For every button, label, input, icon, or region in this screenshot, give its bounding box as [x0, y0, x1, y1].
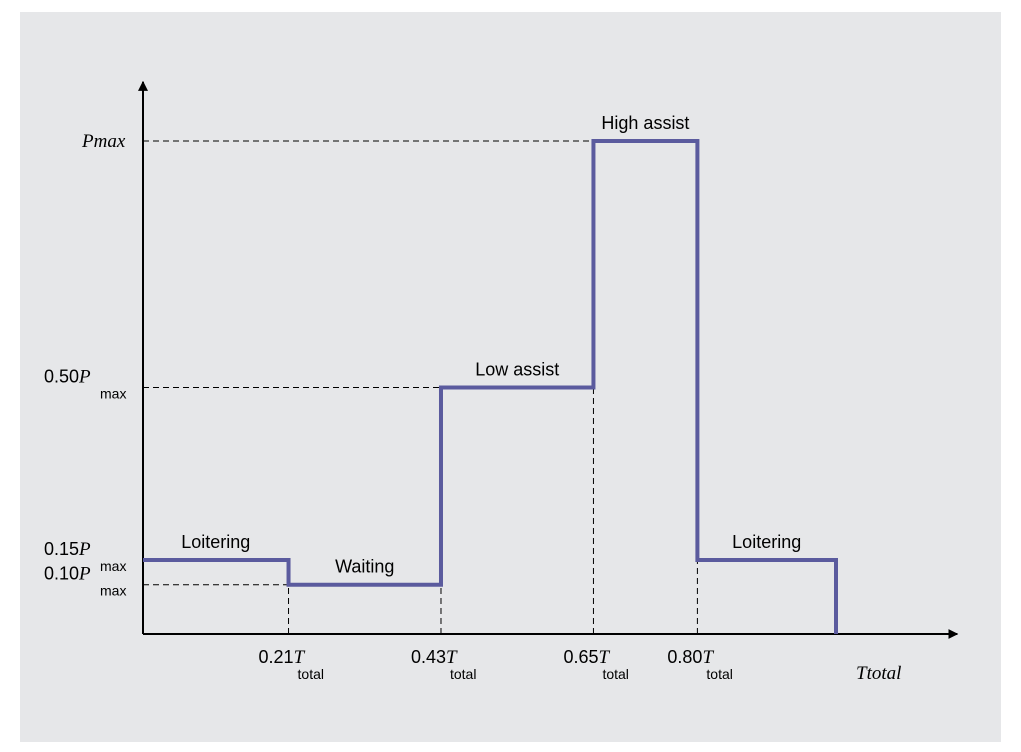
y-tick-label-1: 0.50P	[44, 367, 91, 388]
series-line-0	[143, 139, 838, 634]
x-axis-label: Ttotal	[856, 663, 901, 684]
segment-label-0: Loitering	[181, 532, 250, 552]
chart-panel: Pmax 0.50P max 0.15P max 0.10P max 0.21T total 0.…	[20, 12, 1001, 742]
y-tick-label-2: 0.15P	[44, 539, 91, 560]
segment-label-1: Waiting	[335, 557, 394, 577]
x-tick-sub-1: total	[450, 666, 476, 682]
y-tick-label-0: Pmax	[81, 131, 126, 152]
x-tick-sub-3: total	[706, 666, 732, 682]
y-tick-sub-1: max	[100, 386, 126, 402]
y-tick-label-3: 0.10P	[44, 564, 91, 585]
segment-label-4: Loitering	[732, 532, 801, 552]
x-tick-label-3: 0.80T	[667, 647, 714, 668]
segment-label-3: High assist	[601, 113, 689, 133]
step-chart: Pmax0.50Pmax0.15Pmax0.10Pmax0.21Ttotal0.…	[44, 80, 959, 684]
y-tick-sub-3: max	[100, 583, 126, 599]
x-tick-label-0: 0.21T	[259, 647, 306, 668]
y-tick-sub-2: max	[100, 558, 126, 574]
segment-label-2: Low assist	[475, 360, 559, 380]
x-tick-sub-2: total	[602, 666, 628, 682]
x-tick-label-2: 0.65T	[563, 647, 610, 668]
x-tick-label-1: 0.43T	[411, 647, 458, 668]
x-tick-sub-0: total	[298, 666, 324, 682]
